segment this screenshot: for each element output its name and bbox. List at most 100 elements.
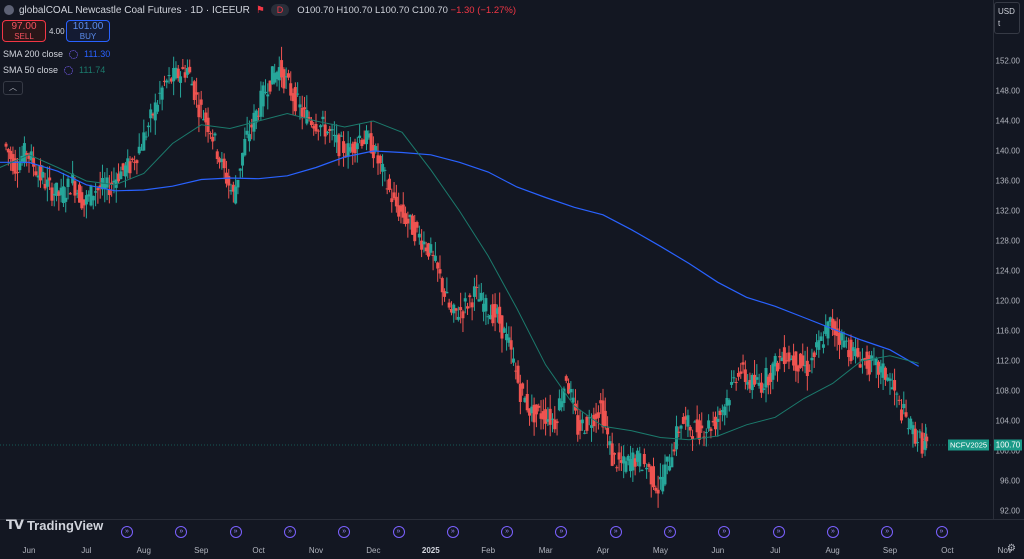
- candle-body: [468, 295, 472, 298]
- candle-body: [695, 419, 699, 433]
- tradingview-logo[interactable]: 𝗧𝗩 TradingView: [6, 517, 103, 533]
- settings-gear-icon[interactable]: ⚙: [1007, 543, 1016, 554]
- candle-body: [844, 340, 848, 342]
- candle-body: [475, 286, 479, 288]
- candle-body: [123, 165, 127, 177]
- symbol-title[interactable]: globalCOAL Newcastle Coal Futures · 1D ·…: [19, 4, 250, 16]
- currency-unit-selector[interactable]: USD t: [994, 2, 1020, 34]
- candle-body: [642, 453, 646, 465]
- candle-body: [571, 397, 575, 403]
- collapse-indicators-button[interactable]: ︿: [3, 81, 23, 95]
- double-chevron-right-icon[interactable]: »: [609, 526, 622, 538]
- double-chevron-right-icon[interactable]: »: [229, 526, 242, 538]
- candle-body: [585, 416, 589, 431]
- price-tick-label: 148.00: [995, 86, 1020, 96]
- candle-body: [734, 382, 738, 384]
- candle-body: [378, 155, 382, 164]
- price-tick-label: 140.00: [995, 146, 1020, 156]
- candle-body: [592, 414, 596, 427]
- double-chevron-right-icon[interactable]: »: [826, 526, 839, 538]
- candle-body: [902, 403, 906, 409]
- indicator-sma-50[interactable]: SMA 50 close 111.74: [3, 65, 105, 75]
- double-chevron-right-icon[interactable]: »: [501, 526, 514, 538]
- candle-body: [833, 321, 837, 336]
- candle-body: [580, 419, 584, 424]
- candle-body: [105, 177, 109, 188]
- candle-body: [137, 146, 141, 154]
- double-chevron-right-icon[interactable]: »: [446, 526, 459, 538]
- change-value: −1.30 (−1.27%): [450, 4, 517, 16]
- candle-body: [730, 381, 734, 385]
- time-axis-border: [0, 519, 1024, 520]
- double-chevron-right-icon[interactable]: »: [881, 526, 894, 538]
- candle-body: [328, 128, 332, 132]
- candle-body: [583, 432, 587, 434]
- candle-body: [808, 370, 812, 372]
- double-chevron-right-icon[interactable]: »: [935, 526, 948, 538]
- candle-body: [817, 340, 821, 350]
- candle-body: [700, 425, 704, 429]
- candle-body: [98, 185, 102, 189]
- delayed-badge[interactable]: D: [270, 4, 290, 16]
- candle-body: [167, 75, 171, 77]
- candle-body: [41, 171, 45, 178]
- candle-body: [50, 187, 54, 201]
- candle-body: [867, 355, 871, 375]
- double-chevron-right-icon[interactable]: »: [283, 526, 296, 538]
- candle-body: [266, 94, 270, 97]
- candle-body: [293, 87, 297, 112]
- candle-body: [502, 328, 506, 333]
- double-chevron-right-icon[interactable]: »: [175, 526, 188, 538]
- candle-body: [38, 164, 42, 181]
- candle-body: [640, 469, 644, 471]
- candle-body: [20, 155, 24, 162]
- sma-50-line: [0, 112, 919, 441]
- candle-body: [158, 92, 162, 94]
- candle-body: [401, 204, 405, 218]
- candle-body: [897, 399, 901, 401]
- candle-body: [169, 78, 173, 82]
- double-chevron-right-icon[interactable]: »: [121, 526, 133, 538]
- candle-body: [851, 347, 855, 351]
- candle-body: [195, 92, 199, 95]
- double-chevron-right-icon[interactable]: »: [555, 526, 568, 538]
- candle-body: [128, 161, 132, 174]
- candle-body: [438, 269, 442, 274]
- candle-body: [330, 129, 334, 131]
- candle-body: [601, 400, 605, 428]
- candle-body: [899, 409, 903, 421]
- candle-body: [828, 317, 832, 322]
- low-value: 100.70: [380, 4, 410, 16]
- candle-body: [215, 151, 219, 160]
- candle-body: [316, 130, 320, 132]
- double-chevron-right-icon[interactable]: »: [664, 526, 676, 538]
- spread-value: 4.00: [49, 26, 65, 36]
- candle-body: [231, 184, 235, 192]
- candle-body: [746, 381, 750, 385]
- candle-body: [670, 457, 674, 468]
- double-chevron-right-icon[interactable]: »: [392, 526, 405, 538]
- candle-body: [126, 158, 130, 173]
- candle-body: [289, 83, 293, 96]
- double-chevron-right-icon[interactable]: »: [772, 526, 785, 538]
- candle-body: [344, 155, 348, 157]
- candle-body: [466, 306, 470, 309]
- price-tick-label: 96.00: [999, 476, 1020, 486]
- candle-body: [920, 432, 924, 454]
- candle-body: [277, 67, 281, 81]
- candle-body: [619, 460, 623, 463]
- sell-button[interactable]: 97.00 SELL: [2, 20, 46, 42]
- double-chevron-right-icon[interactable]: »: [718, 526, 731, 538]
- double-chevron-right-icon[interactable]: »: [338, 526, 351, 538]
- candle-body: [493, 304, 497, 318]
- time-tick-label: Jul: [770, 546, 781, 555]
- flag-icon[interactable]: ⚑: [255, 4, 265, 16]
- candle-body: [436, 262, 440, 269]
- time-tick-label: Jun: [22, 546, 36, 555]
- candle-body: [172, 67, 176, 82]
- candle-body: [270, 66, 274, 85]
- candle-body: [199, 99, 203, 105]
- indicator-sma-200[interactable]: SMA 200 close 111.30: [3, 49, 110, 59]
- buy-button[interactable]: 101.00 BUY: [66, 20, 110, 42]
